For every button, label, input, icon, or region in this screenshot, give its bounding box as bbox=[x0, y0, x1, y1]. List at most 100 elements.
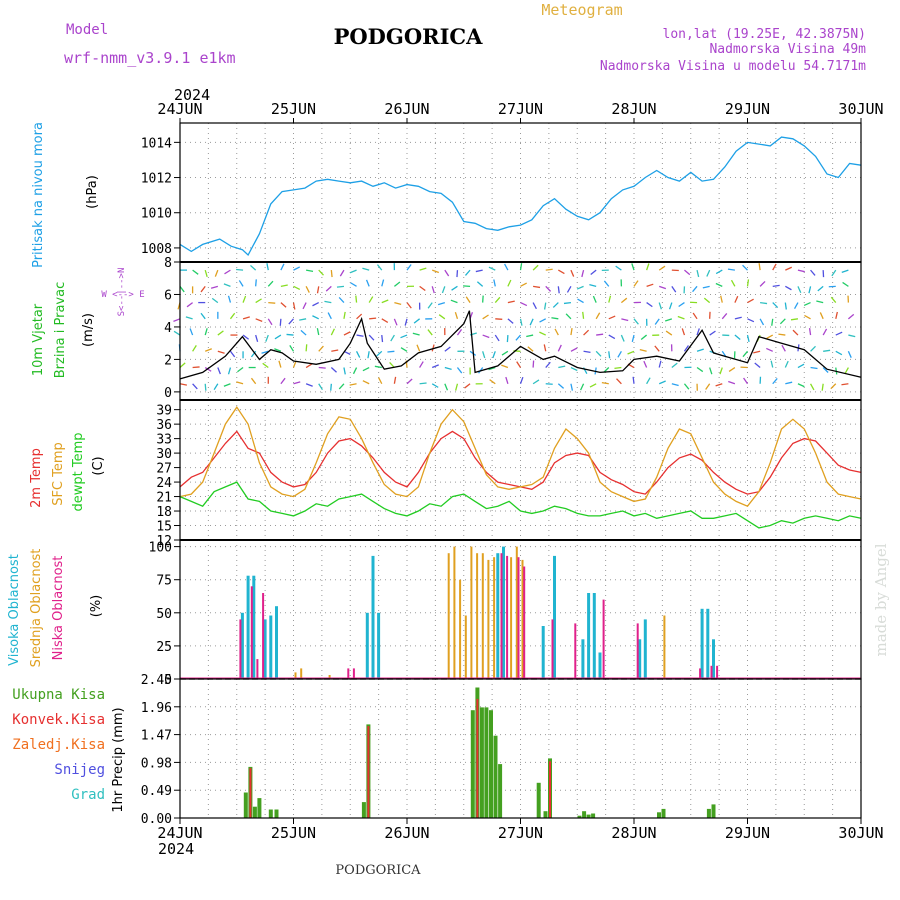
bar-visoka-oblacnost bbox=[592, 593, 596, 679]
wind-arrow bbox=[778, 333, 786, 336]
wind-arrow bbox=[376, 350, 383, 357]
wind-arrow bbox=[631, 334, 635, 343]
wind-arrow bbox=[621, 318, 629, 322]
wind-arrow bbox=[539, 318, 547, 323]
wind-arrow bbox=[368, 296, 374, 303]
wind-arrow bbox=[797, 286, 802, 294]
wind-arrow bbox=[529, 318, 534, 326]
wind-arrow bbox=[211, 297, 219, 304]
bar-visoka-oblacnost bbox=[275, 606, 278, 679]
wind-arrow bbox=[516, 361, 522, 368]
wind-arrow bbox=[803, 301, 811, 307]
wind-arrow bbox=[589, 284, 597, 287]
wind-arrow bbox=[350, 282, 357, 287]
wind-arrow bbox=[614, 366, 622, 370]
wind-arrow bbox=[227, 367, 232, 375]
cloud-title-line3: Niska Oblacnost bbox=[51, 556, 66, 661]
wind-arrow bbox=[338, 297, 345, 304]
wind-arrow bbox=[659, 285, 667, 290]
wind-arrow bbox=[519, 376, 524, 384]
bar-visoka-oblacnost bbox=[252, 575, 256, 679]
wind-arrow bbox=[242, 316, 250, 320]
y-tick-label: 39 bbox=[156, 404, 172, 419]
y-tick-label: 50 bbox=[156, 607, 172, 622]
bar-srednja-oblacnost bbox=[515, 546, 518, 679]
wind-arrow bbox=[349, 269, 357, 274]
wind-unit: (m/s) bbox=[81, 313, 96, 347]
x-tick-label-top: 26JUN bbox=[384, 100, 429, 118]
wind-arrow bbox=[431, 383, 439, 388]
series-line-dewpt-temp bbox=[179, 481, 862, 529]
wind-arrow bbox=[362, 366, 370, 372]
wind-arrow bbox=[692, 312, 698, 320]
wind-arrow bbox=[394, 301, 402, 306]
y-tick-label: 1.96 bbox=[141, 701, 172, 716]
wind-arrow bbox=[532, 264, 539, 271]
wind-arrow bbox=[519, 263, 523, 271]
bar-niska-oblacnost bbox=[250, 586, 253, 679]
wind-arrow bbox=[590, 269, 597, 276]
bar-ukupna-kisa bbox=[543, 811, 548, 818]
wind-arrow bbox=[633, 318, 639, 325]
wind-arrow bbox=[381, 318, 389, 323]
wind-arrow bbox=[179, 285, 185, 293]
wind-arrow bbox=[389, 361, 395, 368]
wind-arrow bbox=[580, 383, 585, 391]
y-tick-label: 1012 bbox=[141, 172, 172, 187]
bar-niska-oblacnost bbox=[699, 668, 702, 679]
wind-arrow bbox=[444, 383, 449, 391]
wind-arrow bbox=[217, 330, 224, 336]
wind-arrow bbox=[318, 383, 323, 391]
wind-arrow bbox=[792, 329, 799, 336]
bar-srednja-oblacnost bbox=[470, 546, 473, 679]
wind-arrow bbox=[841, 269, 849, 274]
model-label: Model bbox=[66, 22, 108, 38]
wind-arrow bbox=[441, 286, 446, 294]
wind-title-line1: 10m Vjetar bbox=[31, 303, 46, 376]
wind-arrow bbox=[734, 316, 742, 320]
wind-arrow bbox=[482, 314, 489, 320]
bar-visoka-oblacnost bbox=[240, 612, 244, 679]
wind-arrow bbox=[406, 264, 412, 271]
wind-arrow bbox=[577, 298, 584, 304]
wind-arrow bbox=[627, 350, 635, 355]
wind-arrow bbox=[431, 344, 435, 352]
wind-arrow bbox=[770, 360, 774, 368]
wind-arrow bbox=[566, 286, 572, 293]
wind-arrow bbox=[300, 329, 307, 336]
bar-ukupna-kisa bbox=[268, 809, 273, 818]
bar-ukupna-kisa bbox=[657, 812, 661, 818]
wind-arrow bbox=[267, 280, 274, 287]
wind-arrow bbox=[539, 331, 546, 336]
wind-arrow bbox=[355, 350, 361, 358]
wind-arrow bbox=[305, 286, 310, 293]
bar-ukupna-kisa bbox=[706, 808, 711, 818]
wind-arrow bbox=[520, 301, 528, 307]
wind-arrow bbox=[721, 313, 728, 320]
wind-arrow bbox=[570, 366, 578, 372]
cloud-unit: (%) bbox=[89, 595, 104, 618]
wind-arrow bbox=[416, 344, 421, 352]
wind-arrow bbox=[501, 350, 509, 356]
wind-arrow bbox=[632, 376, 635, 384]
wind-arrow bbox=[302, 302, 307, 310]
wind-arrow bbox=[250, 377, 257, 385]
wind-arrow bbox=[830, 296, 837, 304]
wind-arrow bbox=[835, 331, 843, 336]
wind-arrow bbox=[563, 301, 572, 305]
wind-arrow bbox=[658, 360, 662, 368]
wind-arrow bbox=[192, 383, 198, 390]
wind-arrow bbox=[646, 377, 651, 385]
wind-arrow bbox=[250, 350, 257, 358]
wind-arrow bbox=[696, 269, 700, 278]
wind-arrow bbox=[419, 361, 424, 368]
wind-arrow bbox=[305, 269, 314, 272]
wind-arrow bbox=[368, 334, 375, 341]
wind-arrow bbox=[343, 331, 351, 336]
bar-visoka-oblacnost bbox=[587, 593, 591, 679]
wind-arrow bbox=[743, 377, 749, 385]
wind-arrow bbox=[727, 268, 735, 271]
y-tick-label: 2 bbox=[164, 353, 172, 368]
wind-arrow bbox=[400, 347, 408, 352]
x-tick-label-bottom: 27JUN bbox=[498, 824, 543, 842]
